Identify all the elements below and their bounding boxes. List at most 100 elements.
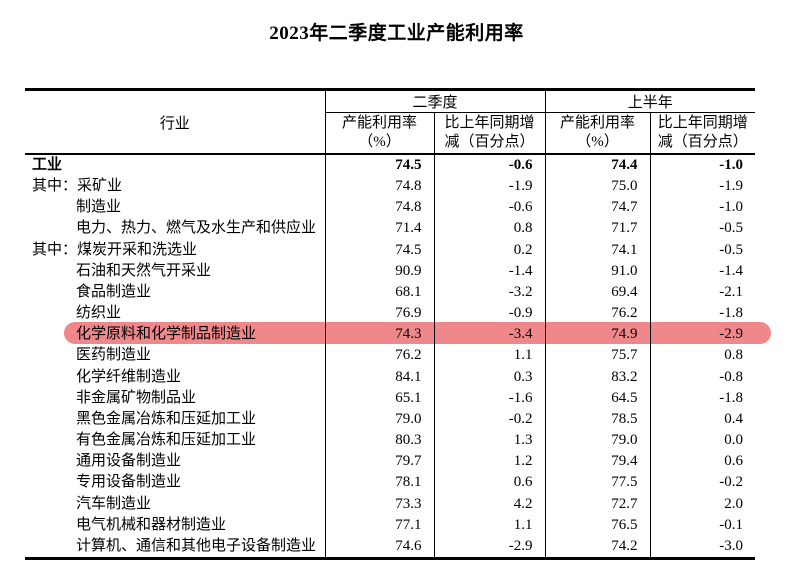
- cell-h1-rate: 64.5: [545, 387, 651, 409]
- table-row: 其中：采矿业 74.8 -1.9 75.0 -1.9: [25, 176, 755, 198]
- table-row: 化学纤维制造业 84.1 0.3 83.2 -0.8: [25, 366, 755, 388]
- cell-h1-rate: 83.2: [545, 366, 651, 388]
- industry-name-cell: 制造业: [25, 197, 326, 219]
- cell-q2-rate: 73.3: [325, 493, 435, 515]
- cell-h1-rate: 91.0: [545, 260, 651, 282]
- capacity-utilization-table: 行业 二季度 上半年 产能利用率 （%） 比上年同期增 减（百分点）: [25, 88, 756, 560]
- h1-rate-label-line1: 产能利用率: [560, 115, 636, 131]
- cell-h1-rate: 71.7: [545, 218, 651, 240]
- industry-name-cell: 医药制造业: [25, 345, 326, 367]
- industry-name: 专用设备制造业: [76, 474, 182, 491]
- cell-h1-rate: 69.4: [545, 281, 651, 304]
- cell-q2-rate: 80.3: [325, 430, 435, 452]
- industry-name: 汽车制造业: [76, 495, 152, 512]
- cell-h1-change: -1.0: [719, 157, 744, 173]
- cell-q2-change: -1.9: [434, 176, 546, 198]
- table-row: 食品制造业 68.1 -3.2 69.4 -2.1: [25, 281, 755, 304]
- cell-h1-change: -0.5: [719, 241, 744, 258]
- table-row: 通用设备制造业 79.7 1.2 79.4 0.6: [25, 451, 755, 473]
- cell-q2-rate: 79.0: [325, 408, 435, 431]
- industry-name-cell: 食品制造业: [25, 281, 326, 304]
- q2-rate-label-line2: （%）: [358, 134, 401, 150]
- industry-name: 石油和天然气开采业: [76, 262, 212, 279]
- industry-name: 计算机、通信和其他电子设备制造业: [76, 537, 317, 554]
- industry-name-cell: 化学纤维制造业: [25, 366, 326, 388]
- table-row: 化学原料和化学制品制造业 74.3 -3.4 74.9 -2.9: [25, 324, 755, 346]
- industry-name-cell: 专用设备制造业: [25, 472, 326, 494]
- industry-name-cell: 纺织业: [25, 303, 326, 325]
- cell-q2-change: 0.3: [434, 366, 546, 388]
- row-prefix-label: 其中：: [32, 178, 78, 195]
- cell-h1-change: 0.0: [724, 432, 744, 449]
- cell-h1-change: -1.8: [719, 389, 744, 406]
- cell-q2-change: -1.6: [434, 387, 546, 409]
- cell-q2-rate: 74.8: [325, 197, 435, 219]
- table-row: 计算机、通信和其他电子设备制造业 74.6 -2.9 74.2 -3.0: [25, 535, 755, 559]
- cell-h1-rate: 74.1: [545, 239, 651, 261]
- q2-change-label-line2: 减（百分点）: [444, 134, 535, 150]
- cell-q2-rate: 74.8: [325, 176, 435, 198]
- table-row: 制造业 74.8 -0.6 74.7 -1.0: [25, 197, 755, 219]
- industry-name: 非金属矿物制品业: [76, 389, 197, 406]
- h1-rate-label-line2: （%）: [576, 134, 619, 150]
- col-header-h1-rate: 产能利用率 （%）: [545, 112, 651, 155]
- industry-name-cell: 汽车制造业: [25, 493, 326, 515]
- cell-h1-rate: 72.7: [545, 493, 651, 515]
- cell-h1-change: -1.4: [719, 262, 744, 279]
- cell-h1-rate: 74.9: [545, 324, 651, 346]
- cell-q2-rate: 90.9: [325, 260, 435, 282]
- cell-q2-change: 1.1: [434, 345, 546, 367]
- cell-h1-change: 0.8: [724, 347, 744, 364]
- cell-h1-change: -3.0: [719, 537, 744, 554]
- cell-h1-rate: 79.4: [545, 451, 651, 473]
- table-row: 石油和天然气开采业 90.9 -1.4 91.0 -1.4: [25, 260, 755, 282]
- industry-name-cell: 有色金属冶炼和压延加工业: [25, 430, 326, 452]
- industry-name: 纺织业: [76, 305, 122, 322]
- h1-change-label: 比上年同期增 减（百分点）: [658, 114, 748, 152]
- cell-q2-rate: 71.4: [325, 218, 435, 240]
- cell-q2-change: -3.2: [434, 281, 546, 304]
- header-group-row: 行业 二季度 上半年: [25, 89, 756, 155]
- industry-name-cell: 其中：煤炭开采和洗选业: [25, 239, 326, 261]
- industry-name: 电力、热力、燃气及水生产和供应业: [76, 220, 317, 237]
- industry-name: 黑色金属冶炼和压延加工业: [76, 410, 257, 427]
- col-header-h1-change: 比上年同期增 减（百分点）: [650, 112, 756, 155]
- table-row: 黑色金属冶炼和压延加工业 79.0 -0.2 78.5 0.4: [25, 408, 755, 431]
- cell-h1-change: -0.8: [719, 368, 744, 385]
- cell-h1-rate: 76.2: [545, 303, 651, 325]
- col-group-h1: 上半年: [545, 89, 756, 113]
- h1-change-label-line2: 减（百分点）: [657, 134, 748, 150]
- cell-q2-rate: 78.1: [325, 472, 435, 494]
- cell-q2-rate: 74.5: [325, 239, 435, 261]
- cell-h1-change: -2.9: [719, 326, 744, 343]
- cell-h1-rate: 75.0: [545, 176, 651, 198]
- cell-h1-change: -1.8: [719, 305, 744, 322]
- cell-q2-change: 1.2: [434, 451, 546, 473]
- table-row: 有色金属冶炼和压延加工业 80.3 1.3 79.0 0.0: [25, 430, 755, 452]
- table-row: 电力、热力、燃气及水生产和供应业 71.4 0.8 71.7 -0.5: [25, 218, 755, 240]
- industry-name-cell: 通用设备制造业: [25, 451, 326, 473]
- cell-q2-change: 0.2: [434, 239, 546, 261]
- cell-h1-change: -1.0: [719, 199, 744, 216]
- cell-h1-change: -2.1: [719, 283, 744, 300]
- cell-q2-change: -2.9: [434, 535, 546, 559]
- col-group-q2: 二季度: [325, 89, 546, 113]
- cell-h1-rate: 78.5: [545, 408, 651, 431]
- cell-q2-rate: 76.2: [325, 345, 435, 367]
- col-header-q2-rate: 产能利用率 （%）: [325, 112, 435, 155]
- cell-h1-rate: 74.7: [545, 197, 651, 219]
- cell-h1-change: -1.9: [719, 178, 744, 195]
- industry-name: 食品制造业: [76, 283, 152, 300]
- cell-q2-change: -0.9: [434, 303, 546, 325]
- table-row: 电气机械和器材制造业 77.1 1.1 76.5 -0.1: [25, 514, 755, 536]
- industry-name: 煤炭开采和洗选业: [77, 241, 198, 258]
- cell-h1-change: -0.2: [719, 474, 744, 491]
- cell-q2-change: 0.8: [434, 218, 546, 240]
- cell-q2-rate: 74.5: [325, 154, 435, 177]
- table-row: 医药制造业 76.2 1.1 75.7 0.8: [25, 345, 755, 367]
- industry-name: 医药制造业: [76, 347, 152, 364]
- cell-q2-rate: 77.1: [325, 514, 435, 536]
- industry-name-cell: 非金属矿物制品业: [25, 387, 326, 409]
- cell-h1-rate: 76.5: [545, 514, 651, 536]
